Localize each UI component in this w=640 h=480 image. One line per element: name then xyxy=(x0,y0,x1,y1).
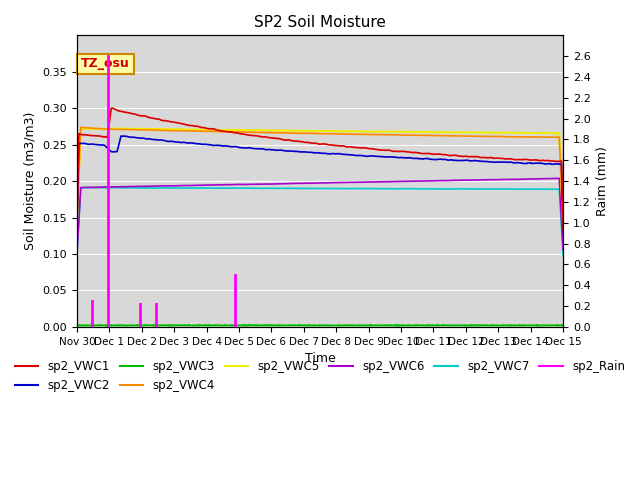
X-axis label: Time: Time xyxy=(305,352,335,365)
Legend: sp2_VWC1, sp2_VWC2, sp2_VWC3, sp2_VWC4, sp2_VWC5, sp2_VWC6, sp2_VWC7, sp2_Rain: sp2_VWC1, sp2_VWC2, sp2_VWC3, sp2_VWC4, … xyxy=(10,355,630,396)
Text: TZ_osu: TZ_osu xyxy=(81,58,130,71)
Y-axis label: Raim (mm): Raim (mm) xyxy=(596,146,609,216)
Y-axis label: Soil Moisture (m3/m3): Soil Moisture (m3/m3) xyxy=(24,112,37,250)
Title: SP2 Soil Moisture: SP2 Soil Moisture xyxy=(254,15,386,30)
